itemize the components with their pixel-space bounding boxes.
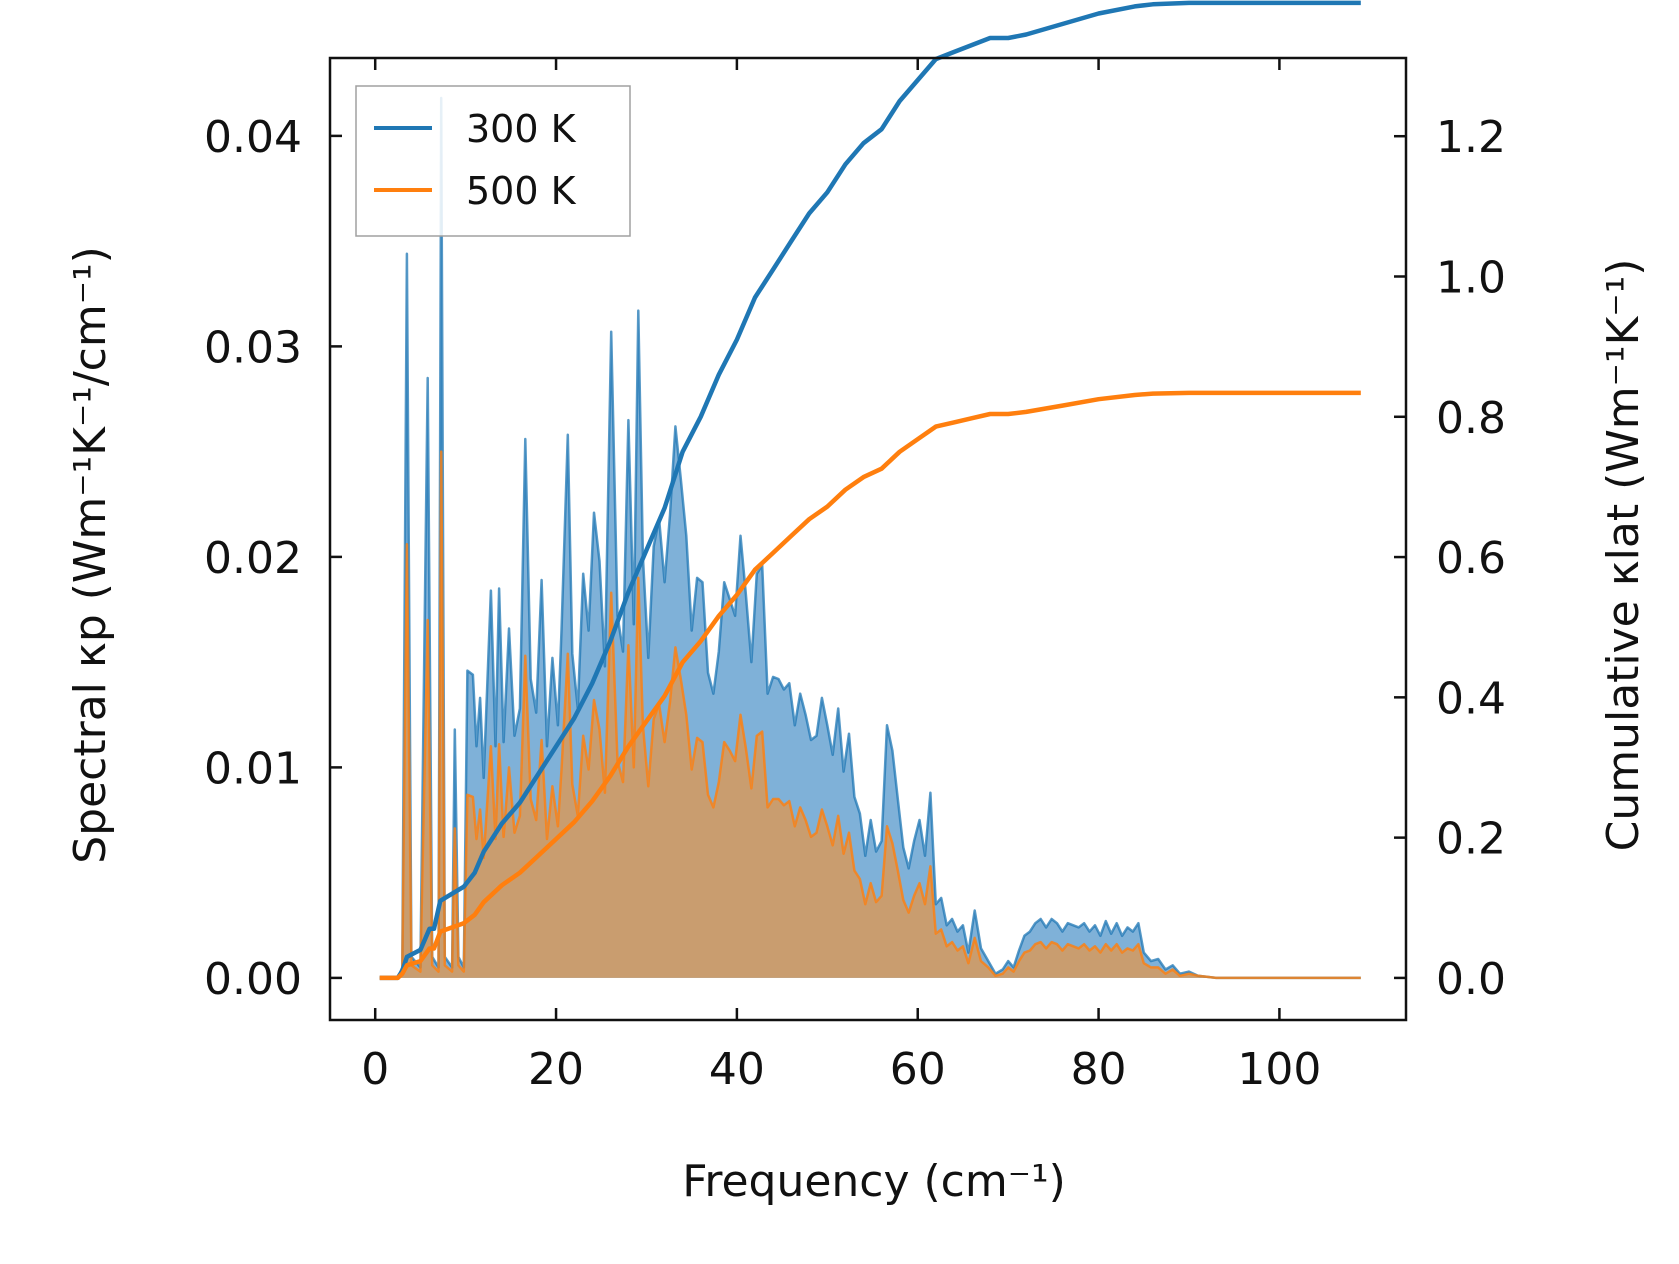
cumulative-line-300k bbox=[379, 0, 1361, 981]
y-right-tick-label: 0.8 bbox=[1436, 393, 1506, 444]
y-left-tick-label: 0.04 bbox=[204, 112, 302, 163]
x-tick-label: 0 bbox=[361, 1044, 389, 1095]
spectral-lines bbox=[379, 96, 1361, 980]
x-tick-label: 100 bbox=[1237, 1044, 1321, 1095]
y-right-tick-label: 1.0 bbox=[1436, 252, 1506, 303]
y-left-tick-label: 0.00 bbox=[204, 954, 302, 1005]
legend: 300 K 500 K bbox=[355, 85, 631, 237]
cumulative-line-500k bbox=[379, 390, 1361, 981]
legend-label-500k: 500 K bbox=[466, 169, 577, 213]
y-left-tick-label: 0.01 bbox=[204, 743, 302, 794]
x-tick-label: 40 bbox=[709, 1044, 765, 1095]
legend-label-300k: 300 K bbox=[466, 107, 577, 151]
legend-box bbox=[355, 85, 631, 237]
x-tick-label: 60 bbox=[890, 1044, 946, 1095]
y-right-tick-label: 0.4 bbox=[1436, 673, 1506, 724]
x-axis-title: Frequency (cm⁻¹) bbox=[682, 1156, 1066, 1207]
plot-frame bbox=[328, 56, 1408, 1022]
x-tick-label: 20 bbox=[528, 1044, 584, 1095]
spectral-line-300k bbox=[379, 96, 1361, 980]
spectral-fill-500k bbox=[379, 451, 1361, 978]
y-axis-title-right: Cumulative κlat (Wm⁻¹K⁻¹) bbox=[1598, 259, 1649, 852]
cumulative-lines bbox=[379, 0, 1361, 981]
x-tick-label: 80 bbox=[1071, 1044, 1127, 1095]
y-axis-title-left: Spectral κp (Wm⁻¹K⁻¹/cm⁻¹) bbox=[65, 246, 116, 864]
y-left-tick-label: 0.03 bbox=[204, 322, 302, 373]
y-right-tick-label: 0.6 bbox=[1436, 533, 1506, 584]
axis-tick-labels: 0 20 40 60 80 100 0.00 0.01 0.02 0.03 0.04 0.0 0.2 0.… bbox=[204, 112, 1506, 1095]
spectral-line-500k bbox=[379, 450, 1361, 980]
y-right-tick-label: 0.2 bbox=[1436, 814, 1506, 865]
y-right-tick-label: 0.0 bbox=[1436, 954, 1506, 1005]
y-left-tick-label: 0.02 bbox=[204, 533, 302, 584]
y-right-tick-label: 1.2 bbox=[1436, 112, 1506, 163]
axis-ticks bbox=[330, 58, 1406, 1020]
